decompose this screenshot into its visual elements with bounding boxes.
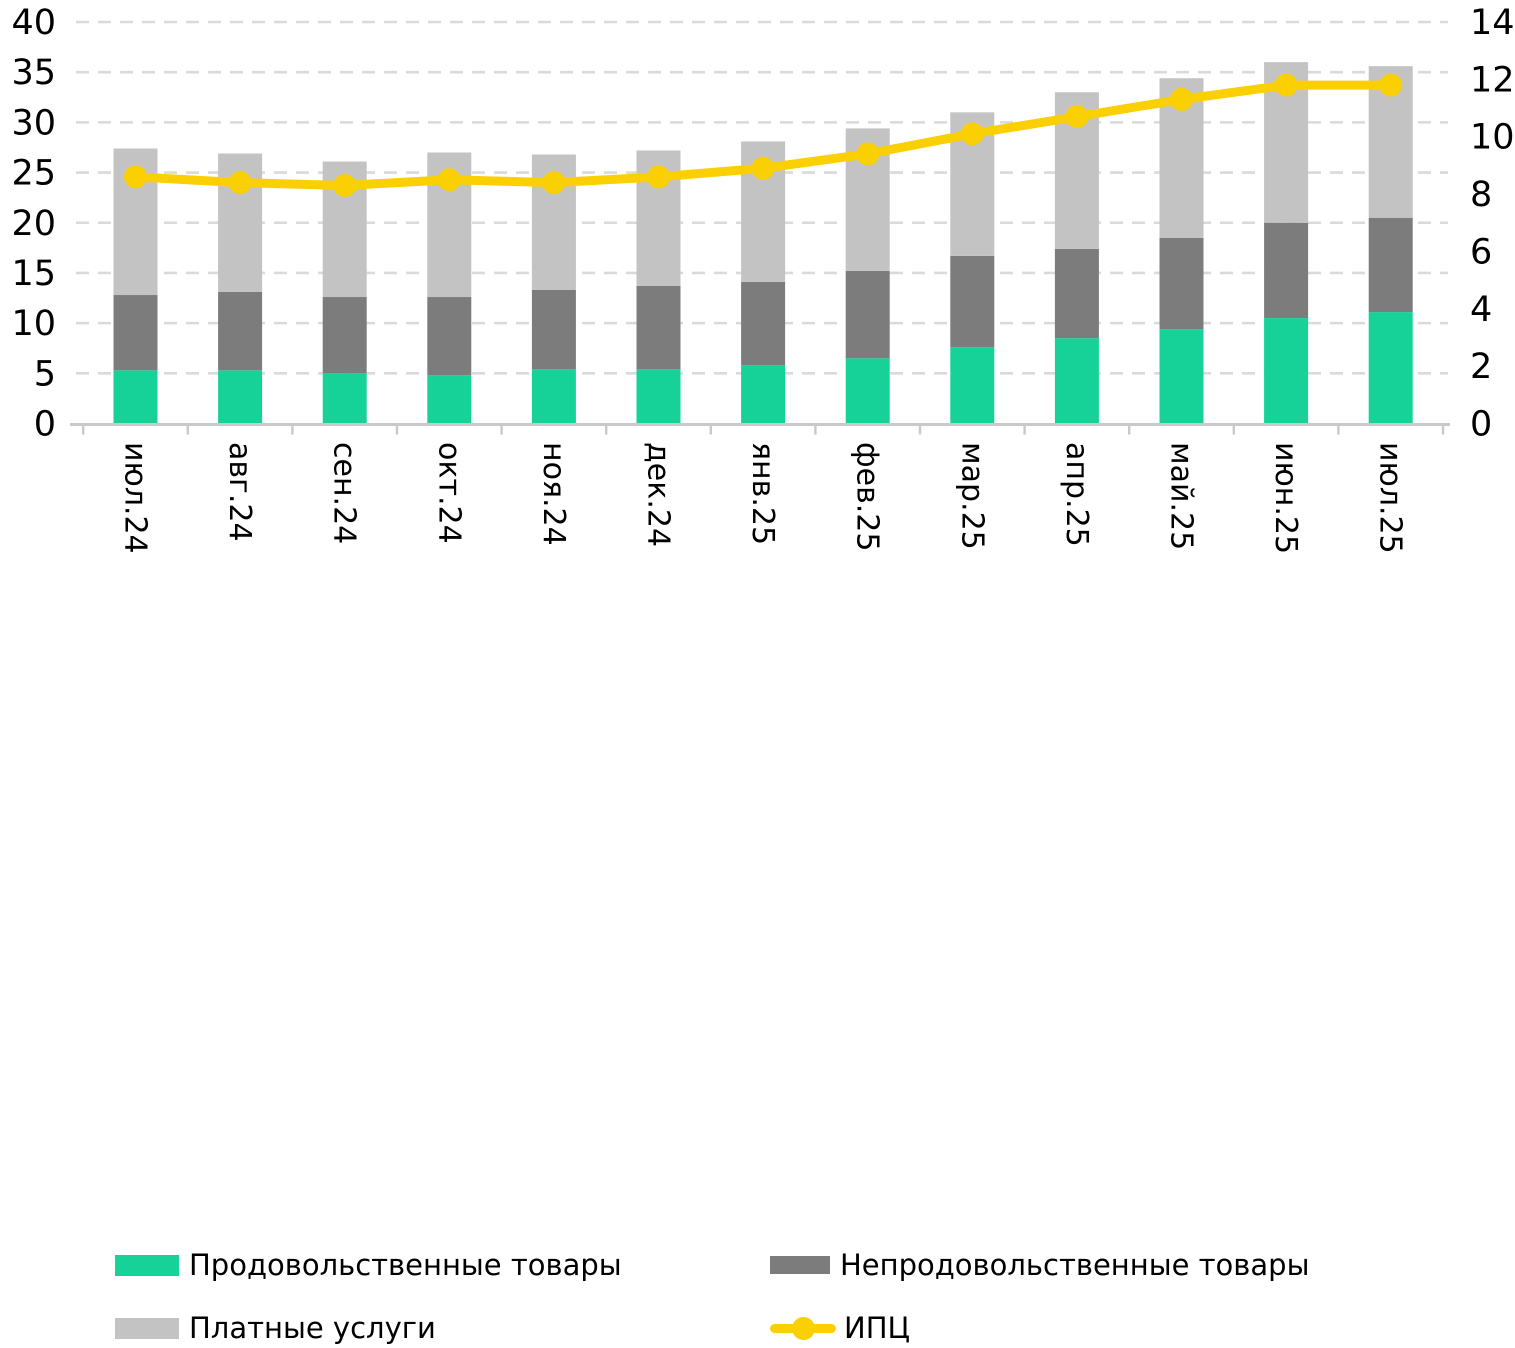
bar-segment-0-фев.25	[845, 358, 890, 424]
y-axis-label-left: 40	[11, 3, 56, 43]
legend-item-ipc: ИПЦ	[770, 1308, 910, 1348]
x-axis-label: июл.25	[1373, 442, 1408, 554]
x-axis-label: дек.24	[641, 442, 676, 547]
legend-item-services: Платные услуги	[115, 1308, 436, 1348]
bar-segment-1-май.25	[1159, 237, 1204, 330]
chart-legend: Продовольственные товары Непродовольстве…	[0, 620, 1515, 1342]
bar-segment-0-июн.25	[1264, 318, 1309, 424]
x-axis-label: июл.24	[118, 442, 153, 554]
ipc-marker-дек.24	[647, 165, 670, 189]
ipc-marker-июн.25	[1274, 73, 1298, 97]
bar-segment-1-июл.24	[113, 295, 158, 371]
legend-label-nonfood: Непродовольственные товары	[840, 1247, 1310, 1282]
services-swatch-icon	[115, 1317, 179, 1339]
inflation-components-chart: 0 5 10 15 20 25 30 35 40 0 2 4 6 8 10 12 14 июл.24 авг.24 с…	[0, 3, 1515, 1342]
bar-segment-1-фев.25	[845, 270, 890, 359]
ipc-marker-авг.24	[228, 171, 252, 195]
y-axis-label-left: 35	[11, 53, 56, 93]
x-axis-label: июн.25	[1268, 442, 1303, 554]
legend-label-food: Продовольственные товары	[189, 1247, 622, 1282]
x-axis-label: ноя.24	[536, 442, 571, 546]
legend-item-nonfood: Непродовольственные товары	[770, 1245, 1309, 1285]
bar-segment-1-ноя.24	[531, 290, 576, 370]
y-axis-label-right: 10	[1470, 118, 1515, 158]
ipc-marker-окт.24	[437, 168, 461, 192]
y-axis-label-left: 10	[11, 304, 56, 344]
x-axis-label: фев.25	[850, 442, 885, 552]
x-axis-label: апр.25	[1059, 442, 1094, 547]
y-axis-label-left: 0	[34, 405, 56, 445]
bar-segment-1-апр.25	[1054, 248, 1099, 339]
ipc-marker-апр.25	[1065, 105, 1089, 129]
ipc-marker-мар.25	[960, 122, 984, 146]
nonfood-swatch-icon	[770, 1256, 830, 1274]
bar-segment-0-сен.24	[322, 373, 367, 424]
bar-segment-0-окт.24	[427, 375, 472, 424]
y-axis-label-left: 30	[11, 103, 56, 143]
bar-segment-0-янв.25	[741, 365, 786, 424]
y-axis-label-right: 12	[1470, 60, 1515, 100]
y-axis-label-left: 20	[11, 204, 56, 244]
bar-segment-1-сен.24	[322, 297, 367, 374]
bar-segment-1-дек.24	[636, 285, 681, 370]
y-axis-label-right: 0	[1470, 405, 1492, 445]
bar-segment-0-июл.25	[1368, 312, 1413, 424]
bar-segment-1-авг.24	[218, 292, 263, 371]
y-axis-label-left: 5	[34, 354, 56, 394]
bar-segment-1-июл.25	[1368, 217, 1413, 313]
x-axis-label: авг.24	[222, 442, 257, 542]
bar-segment-1-июн.25	[1264, 222, 1309, 319]
bar-segment-0-мар.25	[950, 347, 995, 424]
ipc-marker-ноя.24	[542, 171, 566, 195]
bar-segment-0-май.25	[1159, 329, 1204, 424]
ipc-line-marker-icon	[770, 1316, 836, 1340]
ipc-marker-июл.24	[124, 165, 147, 189]
legend-item-food: Продовольственные товары	[115, 1245, 622, 1285]
y-axis-label-right: 6	[1470, 232, 1492, 272]
bar-segment-0-апр.25	[1054, 338, 1099, 424]
legend-label-ipc: ИПЦ	[844, 1310, 911, 1345]
legend-label-services: Платные услуги	[189, 1310, 436, 1345]
bar-segment-1-мар.25	[950, 255, 995, 348]
bar-segment-1-окт.24	[427, 297, 472, 376]
y-axis-label-left: 25	[11, 154, 56, 194]
bar-segment-0-дек.24	[636, 369, 681, 424]
x-axis-label: янв.25	[745, 442, 780, 545]
y-axis-label-right: 8	[1470, 175, 1492, 215]
ipc-marker-июл.25	[1379, 73, 1403, 97]
y-axis-label-right: 4	[1470, 290, 1492, 330]
y-axis-label-right: 2	[1470, 347, 1492, 387]
bar-segment-1-янв.25	[741, 281, 786, 366]
bar-segment-0-июл.24	[113, 370, 158, 424]
chart-canvas: 0 5 10 15 20 25 30 35 40 0 2 4 6 8 10 12 14 июл.24 авг.24 с…	[11, 3, 1515, 554]
ipc-marker-фев.25	[856, 142, 880, 166]
x-axis-label: окт.24	[431, 442, 466, 544]
ipc-marker-янв.25	[751, 156, 775, 180]
bar-segment-0-ноя.24	[531, 369, 576, 424]
ipc-marker-май.25	[1170, 87, 1193, 111]
x-axis-label: сен.24	[327, 442, 362, 544]
y-axis-label-right: 14	[1470, 3, 1515, 43]
food-swatch-icon	[115, 1254, 179, 1276]
y-axis-label-left: 15	[11, 254, 56, 294]
ipc-marker-сен.24	[333, 173, 357, 197]
x-axis-label: май.25	[1164, 442, 1199, 550]
x-axis-label: мар.25	[954, 442, 989, 550]
bar-segment-0-авг.24	[218, 370, 263, 424]
